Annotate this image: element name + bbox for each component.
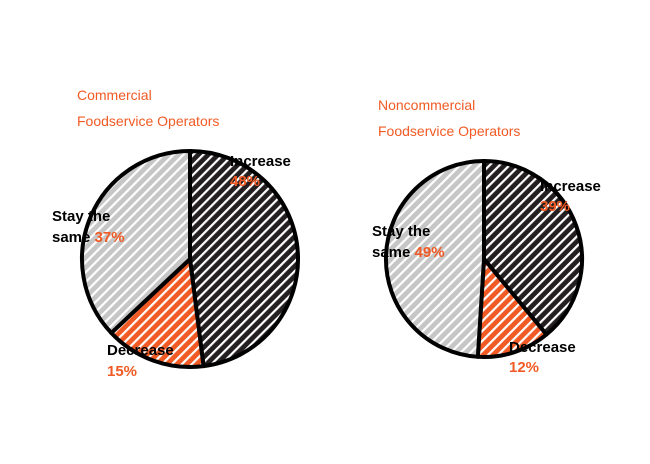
slice-label-name-cont: same 49% [372,244,445,261]
slice-label-same: Stay the same 49% [372,223,445,261]
chart-title-line2: Foodservice Operators [378,123,521,139]
slice-label-name: Decrease [107,342,174,359]
chart-title-commercial: Commercial Foodservice Operators [77,82,219,134]
slice-label-increase: Increase 39% [540,178,601,215]
slice-value-label: 48% [230,173,260,190]
slice-label-name: Decrease [509,339,576,356]
pie-slice-same [383,159,486,359]
pie-slice-same [80,149,192,335]
slice-value-label: 12% [509,359,539,376]
slice-value-label: 49% [415,244,445,261]
chart-title-noncommercial: Noncommercial Foodservice Operators [378,92,520,144]
slice-label-name: Increase [540,178,601,195]
pie-slice-increase [188,149,301,369]
slice-label-increase: Increase 48% [230,153,291,190]
slice-label-same: Stay the same 37% [52,208,125,246]
pie-slice-decrease [109,257,206,369]
slice-label-name: Stay the [52,208,110,225]
slice-label-decrease: Decrease 12% [509,339,576,376]
chart-title-line1: Noncommercial [378,97,476,113]
slice-label-name: Increase [230,153,291,170]
chart-title-line1: Commercial [77,87,152,103]
pie-slice-increase [482,159,584,337]
pie-chart-1 [80,149,301,369]
slice-label-name: Stay the [372,223,430,240]
slice-label-decrease: Decrease 15% [107,342,174,380]
slice-value-label: 15% [107,363,137,380]
pie-chart-2 [383,159,584,359]
chart-title-line2: Foodservice Operators [77,113,220,129]
slice-value-label: 39% [540,198,570,215]
slice-value-label: 37% [95,229,125,246]
slice-label-name-cont: same 37% [52,229,125,246]
